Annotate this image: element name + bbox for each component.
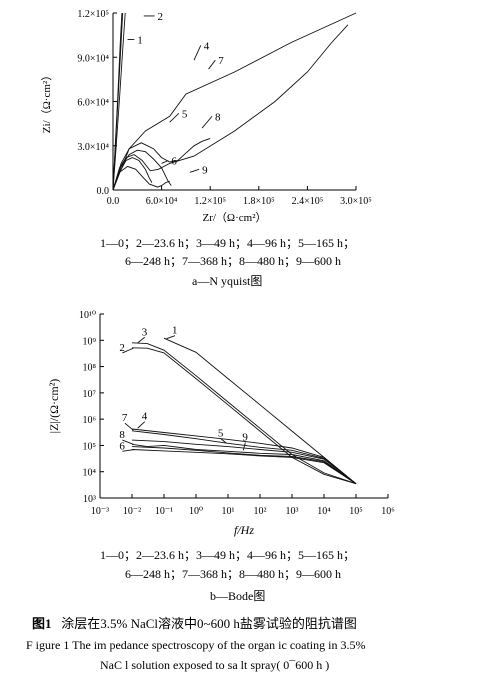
bode-x-tick-label: 10²: [254, 506, 267, 517]
nyquist-series-3: [112, 12, 123, 191]
figure-caption-en-line-1: F igure 1 The im pedance spectroscopy of…: [26, 638, 366, 652]
nyquist-caption: a—N yquist图: [192, 274, 263, 288]
bode-label-leader-1: [166, 335, 176, 340]
bode-series-8: [131, 443, 357, 485]
figure-caption-en-line-2: NaC l solution exposed to sa lt spray( 0…: [100, 658, 330, 672]
bode-x-tick-label: 10³: [286, 506, 299, 517]
nyquist-series-5: [112, 149, 172, 191]
bode-x-tick-label: 10⁻¹: [155, 506, 173, 517]
nyquist-label-leader-4: [193, 45, 202, 61]
nyquist-x-tick-label: 0.0: [107, 196, 120, 207]
nyquist-y-tick-label: 0.0: [97, 186, 110, 197]
nyquist-y-tick-label: 1.2×10⁵: [77, 9, 109, 20]
nyquist-label-leader-7: [208, 59, 216, 70]
bode-series-label-5: 5: [218, 428, 224, 440]
bode-series-label-8: 8: [119, 429, 125, 441]
nyquist-series-label-1: 1: [137, 35, 143, 47]
bode-x-tick-label: 10⁻²: [123, 506, 141, 517]
nyquist-x-tick-label: 1.8×10⁵: [243, 196, 275, 207]
nyquist-series-4: [112, 12, 357, 191]
figure-caption-number: 图1: [32, 616, 52, 631]
nyquist-x-tick-label: 6.0×10⁴: [146, 196, 178, 207]
nyquist-series-9: [112, 165, 170, 191]
bode-y-tick-label: 10¹⁰: [79, 310, 96, 321]
nyquist-label-leader-9: [189, 168, 200, 173]
bode-label-leader-7: [124, 422, 134, 431]
bode-y-tick-label: 10⁴: [83, 468, 97, 479]
bode-series-label-1: 1: [172, 325, 178, 337]
bode-y-axis-title: |Z|/(Ω·cm²): [47, 379, 61, 434]
nyquist-series-6: [112, 157, 153, 191]
figure-caption-cn: 图1 涂层在3.5% NaCl溶液中0~600 h盐雾试验的阻抗谱图: [32, 613, 357, 632]
bode-series-3: [131, 342, 357, 485]
nyquist-label-leader-6: [161, 160, 169, 164]
nyquist-series-label-6: 6: [171, 156, 177, 168]
nyquist-series-2: [112, 12, 126, 191]
bode-x-tick-label: 10⁶: [381, 506, 395, 517]
bode-chart: 10⁻³ 10⁻² 10⁻¹ 10⁰ 10¹ 10² 10³ 10⁴ 10⁵ 10⁶ 10³ 10⁴ 1…: [47, 310, 395, 537]
bode-label-leader-3: [137, 336, 146, 344]
nyquist-y-tick-label: 3.0×10⁴: [77, 142, 109, 153]
nyquist-x-axis-title: Zr/（Ω·cm²）: [202, 211, 266, 224]
bode-label-leader-2: [122, 347, 134, 354]
bode-x-tick-label: 10⁴: [317, 506, 331, 517]
bode-series-label-9: 9: [242, 431, 248, 443]
bode-label-leader-6: [122, 449, 135, 452]
bode-y-tick-label: 10⁷: [83, 389, 97, 400]
bode-label-leader-8: [122, 439, 134, 445]
bode-x-axis-title: f/Hz: [234, 523, 254, 537]
bode-legend-line-2: 6—248 h；7—368 h；8—480 h；9—600 h: [125, 567, 342, 581]
bode-series-2: [131, 347, 357, 485]
bode-series-6: [131, 449, 357, 485]
nyquist-legend-line-1: 1—0；2—23.6 h；3—49 h；4—96 h；5—165 h；: [100, 236, 356, 250]
bode-series-7: [131, 430, 357, 485]
nyquist-series-7: [112, 24, 349, 191]
figure-caption-title: 涂层在3.5% NaCl溶液中0~600 h盐雾试验的阻抗谱图: [61, 616, 357, 631]
bode-y-tick-label: 10³: [83, 494, 96, 505]
nyquist-series-label-2: 2: [158, 11, 164, 23]
bode-y-tick-label: 10⁹: [83, 336, 97, 347]
bode-series-label-4: 4: [142, 411, 148, 423]
bode-series-label-3: 3: [142, 326, 148, 338]
nyquist-x-tick-label: 3.0×10⁵: [340, 196, 372, 207]
bode-legend-line-1: 1—0；2—23.6 h；3—49 h；4—96 h；5—165 h；: [100, 548, 356, 562]
bode-caption: b—Bode图: [210, 589, 266, 603]
nyquist-series-8: [112, 137, 211, 191]
nyquist-x-tick-label: 2.4×10⁵: [292, 196, 324, 207]
nyquist-series-label-9: 9: [202, 164, 208, 176]
nyquist-series-label-5: 5: [182, 108, 188, 120]
nyquist-chart: 0.0 6.0×10⁴ 1.2×10⁵ 1.8×10⁵ 2.4×10⁵ 3.0×10⁵ 0.…: [40, 9, 372, 224]
bode-y-tick-label: 10⁸: [83, 363, 97, 374]
bode-y-tick-label: 10⁵: [83, 441, 97, 452]
bode-series-label-7: 7: [122, 412, 128, 424]
bode-series-4: [131, 428, 357, 485]
nyquist-series-label-8: 8: [215, 111, 221, 123]
bode-series-9: [131, 446, 357, 485]
nyquist-y-tick-label: 9.0×10⁴: [77, 53, 109, 64]
bode-series-label-2: 2: [119, 342, 125, 354]
nyquist-series-label-7: 7: [218, 55, 224, 67]
nyquist-legend-line-2: 6—248 h；7—368 h；8—480 h；9—600 h: [125, 254, 342, 268]
bode-label-leader-9: [242, 442, 246, 451]
bode-x-tick-label: 10⁻³: [91, 506, 109, 517]
bode-y-tick-label: 10⁶: [83, 415, 97, 426]
bode-x-tick-label: 10¹: [222, 506, 235, 517]
bode-x-tick-label: 10⁰: [189, 506, 203, 517]
nyquist-y-tick-label: 6.0×10⁴: [77, 98, 109, 109]
bode-series-label-6: 6: [119, 440, 125, 452]
nyquist-series-label-4: 4: [204, 40, 210, 52]
bode-x-tick-label: 10⁵: [349, 506, 363, 517]
bode-label-leader-4: [137, 421, 146, 429]
nyquist-label-leader-8: [201, 115, 213, 129]
nyquist-x-tick-label: 1.2×10⁵: [194, 196, 226, 207]
nyquist-label-leader-5: [169, 112, 180, 123]
bode-label-leader-5: [220, 438, 227, 444]
nyquist-y-axis-title: Zi/（Ω·cm²）: [40, 70, 53, 133]
